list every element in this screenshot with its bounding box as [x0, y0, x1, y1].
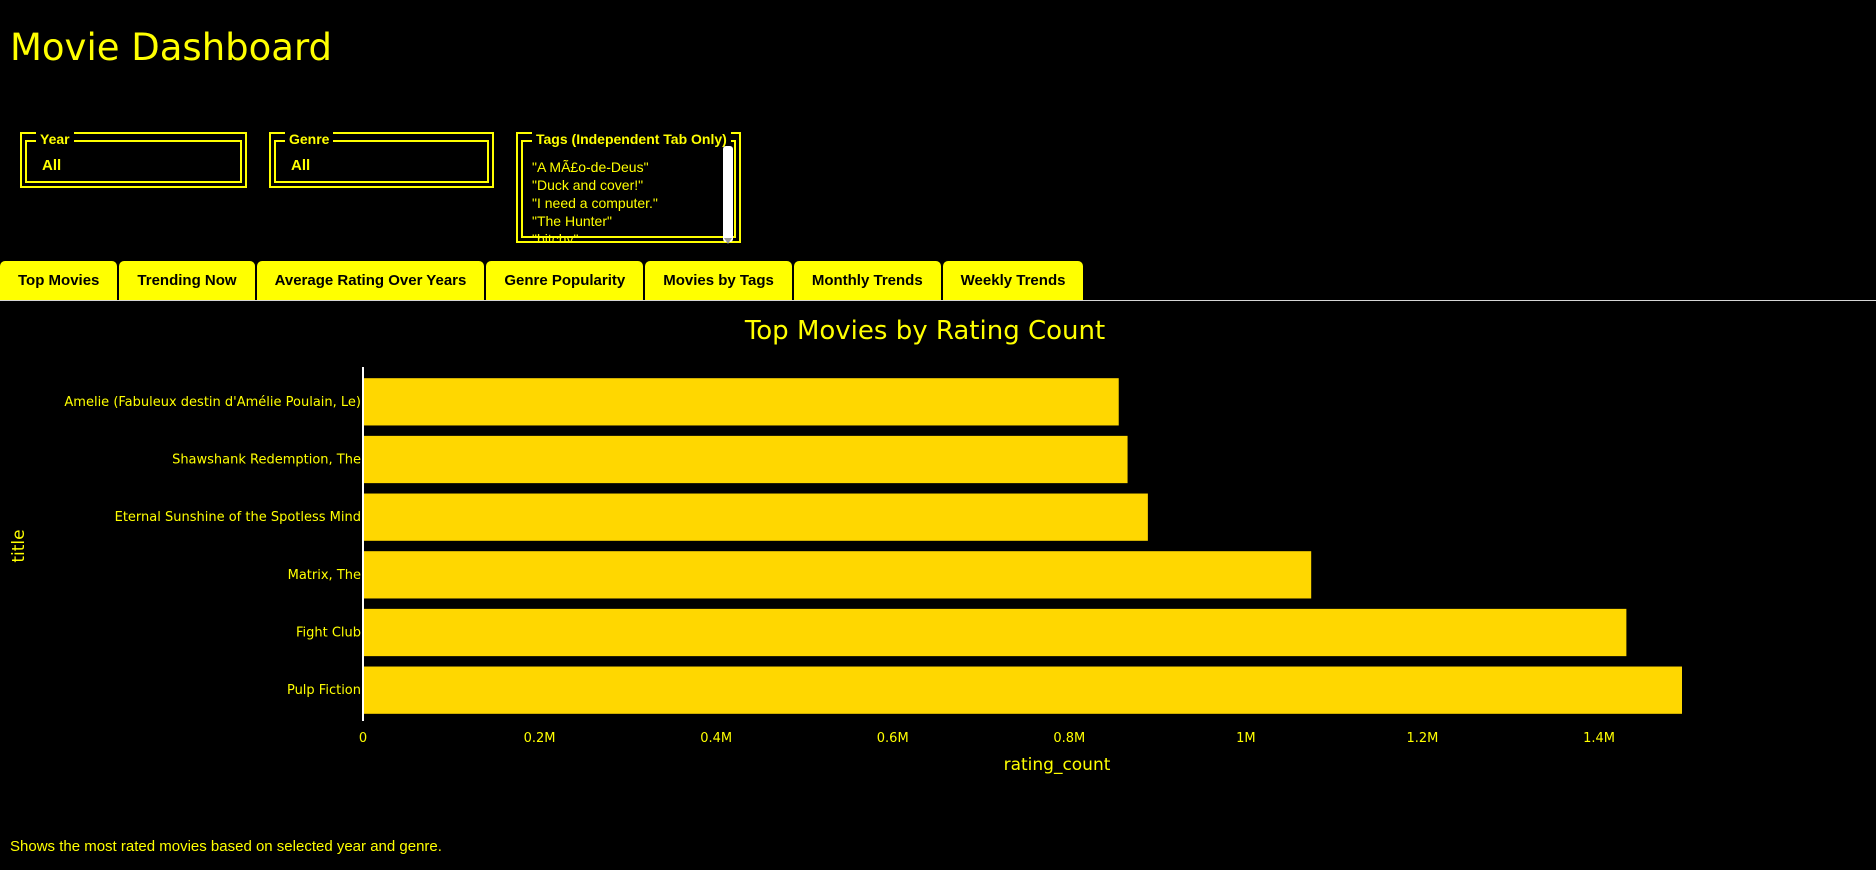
chart-description: Shows the most rated movies based on sel…: [10, 838, 442, 855]
tab-trending-now[interactable]: Trending Now: [119, 261, 255, 300]
y-tick-label: Matrix, The: [288, 568, 361, 583]
tab-genre-popularity[interactable]: Genre Popularity: [486, 261, 644, 300]
year-filter-value[interactable]: All: [42, 157, 62, 174]
tab-movies-by-tags[interactable]: Movies by Tags: [645, 261, 792, 300]
x-axis-label: rating_count: [1004, 755, 1111, 775]
tags-options-list[interactable]: "A MÃ£o-de-Deus" "Duck and cover!" "I ne…: [532, 158, 722, 242]
x-tick-label: 1M: [1236, 731, 1256, 746]
genre-filter-label: Genre: [285, 131, 334, 147]
year-filter-label: Year: [36, 131, 74, 147]
bar: [363, 493, 1148, 541]
y-tick-label: Shawshank Redemption, The: [172, 453, 361, 468]
x-tick-label: 0.4M: [700, 731, 732, 746]
y-axis-label: title: [9, 529, 29, 562]
y-tick-label: Fight Club: [296, 626, 361, 641]
page-title: Movie Dashboard: [10, 26, 332, 69]
tab-divider: [0, 300, 1876, 301]
tag-option[interactable]: "A MÃ£o-de-Deus": [532, 159, 649, 175]
bar: [363, 378, 1119, 426]
x-tick-label: 0.8M: [1053, 731, 1085, 746]
top-movies-chart: Top Movies by Rating Count Amelie (Fabule…: [9, 316, 1682, 775]
y-tick-label: Amelie (Fabuleux destin d'Amélie Poulain…: [64, 395, 361, 410]
year-filter[interactable]: Year All: [20, 131, 247, 188]
x-tick-label: 0.6M: [877, 731, 909, 746]
tab-bar: Top Movies Trending Now Average Rating O…: [0, 261, 1085, 301]
tab-top-movies[interactable]: Top Movies: [0, 261, 118, 300]
y-tick-label: Eternal Sunshine of the Spotless Mind: [115, 510, 361, 525]
genre-filter[interactable]: Genre All: [269, 131, 494, 188]
tag-option[interactable]: "bitchy": [532, 231, 579, 242]
bar: [363, 551, 1312, 599]
tag-option[interactable]: "Duck and cover!": [532, 177, 644, 193]
bar: [363, 608, 1627, 657]
bar: [363, 435, 1128, 484]
x-tick-label: 0: [359, 731, 367, 746]
x-tick-label: 1.4M: [1583, 731, 1615, 746]
tag-option[interactable]: "I need a computer.": [532, 195, 658, 211]
bar: [363, 666, 1682, 714]
x-tick-label: 1.2M: [1406, 731, 1438, 746]
tags-scrollbar[interactable]: [723, 146, 733, 244]
tab-average-rating-over-years[interactable]: Average Rating Over Years: [256, 261, 485, 300]
genre-filter-value[interactable]: All: [291, 157, 311, 174]
tags-filter[interactable]: Tags (Independent Tab Only) "A MÃ£o-de-D…: [516, 131, 741, 244]
tags-filter-label: Tags (Independent Tab Only): [532, 131, 731, 147]
x-tick-label: 0.2M: [524, 731, 556, 746]
tab-weekly-trends[interactable]: Weekly Trends: [942, 261, 1084, 300]
y-tick-label: Pulp Fiction: [287, 683, 361, 698]
tag-option[interactable]: "The Hunter": [532, 213, 612, 229]
chart-title: Top Movies by Rating Count: [744, 316, 1105, 346]
tab-monthly-trends[interactable]: Monthly Trends: [793, 261, 941, 300]
